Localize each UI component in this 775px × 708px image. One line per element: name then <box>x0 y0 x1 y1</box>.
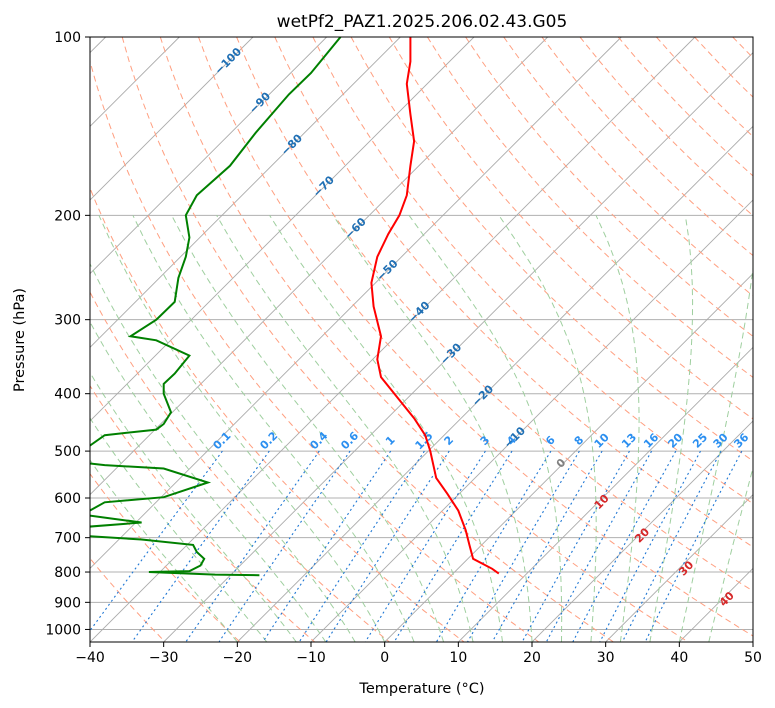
isotherm-line <box>310 199 753 642</box>
moist-adiabat-line <box>498 215 597 642</box>
y-tick-label: 1000 <box>45 622 81 638</box>
isotherm-line <box>458 346 753 642</box>
isotherm-line <box>90 37 327 275</box>
mixing-ratio-line <box>467 450 580 642</box>
moist-adiabat-line <box>332 215 533 642</box>
y-tick-label: 800 <box>54 565 81 581</box>
isotherm-line <box>90 37 254 201</box>
moist-adiabat-line <box>90 459 238 642</box>
isotherm-line <box>90 37 548 496</box>
mixing-ratio-line <box>364 450 486 642</box>
moist-adiabat-line <box>90 262 356 642</box>
dewpoint-profile <box>90 37 342 577</box>
x-tick-label: −40 <box>75 650 105 666</box>
isotherm-line <box>384 273 753 642</box>
dry-adiabat-line <box>121 37 614 642</box>
dry-adiabat-line <box>274 37 753 548</box>
moist-adiabat-line <box>708 465 753 642</box>
plot-frame <box>89 36 754 643</box>
mixing-ratio-line <box>90 450 223 632</box>
mixing-ratio-line <box>325 450 450 642</box>
x-tick-label: −10 <box>296 650 326 666</box>
background-grid <box>90 37 753 642</box>
moist-adiabat-line <box>90 321 327 642</box>
moist-adiabat-line <box>216 215 474 642</box>
x-tick-label: 0 <box>380 650 389 666</box>
dry-adiabat-line <box>90 59 540 642</box>
isotherm-line <box>90 37 696 642</box>
isotherm-line <box>90 37 622 569</box>
x-axis: −40 −30 −20 −10 0 10 20 30 40 50 <box>75 642 762 666</box>
y-tick-label: 200 <box>54 208 81 224</box>
dry-adiabat-line <box>90 186 465 642</box>
sounding-profiles <box>90 37 500 577</box>
y-tick-label: 400 <box>54 387 81 403</box>
dry-adiabats <box>90 37 753 642</box>
mixing-ratio-line <box>262 450 392 642</box>
dry-adiabat-line <box>159 37 689 642</box>
y-tick-label: 500 <box>54 444 81 460</box>
x-tick-label: 30 <box>597 650 615 666</box>
isotherm-line <box>531 420 753 642</box>
moist-adiabat-line <box>649 215 694 642</box>
moist-adiabat-line <box>595 215 640 642</box>
mixing-ratio-line <box>131 450 270 642</box>
x-tick-label: 40 <box>670 650 688 666</box>
y-tick-label: 100 <box>54 30 81 46</box>
isotherm-line <box>605 494 753 642</box>
isotherm-line <box>90 37 401 348</box>
dry-adiabat-line <box>198 37 753 637</box>
temperature-profile <box>370 37 500 575</box>
x-axis-label: Temperature (°C) <box>358 681 484 697</box>
isotherm-line <box>163 52 753 642</box>
x-tick-label: 50 <box>744 650 762 666</box>
chart-title: wetPf2_PAZ1.2025.206.02.43.G05 <box>277 12 568 32</box>
mixing-ratio-line <box>393 450 513 642</box>
y-axis: 100 200 300 400 500 600 700 800 900 1000 <box>45 30 90 638</box>
y-tick-label: 700 <box>54 531 81 547</box>
y-axis-label: Pressure (hPa) <box>12 288 28 392</box>
moist-adiabat-line <box>678 264 753 642</box>
moist-adiabat-line <box>408 215 563 642</box>
mixing-ratio-line <box>572 450 677 642</box>
isotherm-line <box>237 125 753 642</box>
moist-adiabat-line <box>132 215 415 642</box>
mixing-ratio-line <box>491 450 603 642</box>
moist-adiabat-line <box>269 215 503 642</box>
mixing-ratio-line <box>298 450 425 642</box>
isotherm-line <box>90 37 475 422</box>
dry-adiabat-line <box>90 384 316 642</box>
x-tick-label: −20 <box>223 650 253 666</box>
dry-adiabat-line <box>426 37 753 378</box>
y-tick-label: 300 <box>54 313 81 329</box>
y-tick-label: 900 <box>54 595 81 611</box>
moist-adiabats <box>90 215 753 642</box>
x-tick-label: 10 <box>449 650 467 666</box>
x-tick-label: −30 <box>149 650 179 666</box>
mixing-ratio-line <box>644 450 743 642</box>
moist-adiabat-line <box>171 215 445 642</box>
dry-adiabat-line <box>388 37 753 420</box>
y-tick-label: 600 <box>54 491 81 507</box>
x-tick-label: 20 <box>523 650 541 666</box>
dry-adiabat-line <box>90 557 166 642</box>
mixing-ratio-line <box>545 450 653 642</box>
moist-adiabat-line <box>90 417 268 642</box>
moist-adiabat-line <box>90 371 297 642</box>
